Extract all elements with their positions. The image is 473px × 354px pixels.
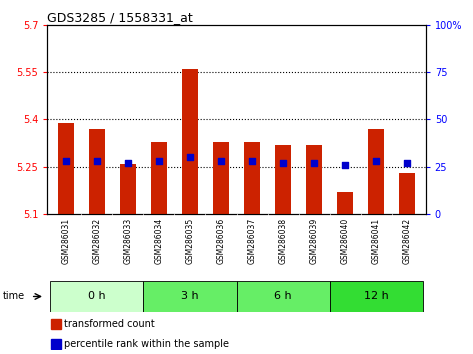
Text: time: time [2,291,25,302]
Point [310,160,318,166]
Point [403,160,411,166]
Bar [120,164,136,214]
Point [342,162,349,168]
Bar [51,281,143,312]
Text: GSM286032: GSM286032 [92,217,101,264]
Point [93,158,101,164]
Bar [151,142,166,214]
Bar [51,319,61,329]
Bar [244,142,260,214]
Bar [143,281,236,312]
Text: 6 h: 6 h [274,291,292,302]
Point [372,158,380,164]
Text: percentile rank within the sample: percentile rank within the sample [64,339,229,349]
Text: GSM286042: GSM286042 [403,217,412,264]
Text: 12 h: 12 h [364,291,388,302]
Bar [182,69,198,214]
Bar [330,281,422,312]
Bar [236,281,330,312]
Point [186,155,194,160]
Point [155,158,163,164]
Point [248,158,256,164]
Bar [337,192,353,214]
Bar [275,145,291,214]
Point [124,160,131,166]
Bar [89,129,105,214]
Text: GSM286037: GSM286037 [247,217,256,264]
Bar [399,173,415,214]
Text: GSM286039: GSM286039 [309,217,318,264]
Text: GSM286041: GSM286041 [372,217,381,264]
Text: GSM286040: GSM286040 [341,217,350,264]
Text: 3 h: 3 h [181,291,199,302]
Text: GDS3285 / 1558331_at: GDS3285 / 1558331_at [47,11,193,24]
Text: GSM286038: GSM286038 [279,217,288,264]
Text: GSM286036: GSM286036 [217,217,226,264]
Bar [51,339,61,348]
Text: GSM286031: GSM286031 [61,217,70,264]
Text: GSM286034: GSM286034 [155,217,164,264]
Bar [58,122,74,214]
Text: 0 h: 0 h [88,291,106,302]
Text: transformed count: transformed count [64,319,155,329]
Bar [213,142,229,214]
Text: GSM286035: GSM286035 [185,217,194,264]
Point [62,158,70,164]
Bar [307,145,322,214]
Text: GSM286033: GSM286033 [123,217,132,264]
Point [279,160,287,166]
Point [217,158,225,164]
Bar [368,129,384,214]
